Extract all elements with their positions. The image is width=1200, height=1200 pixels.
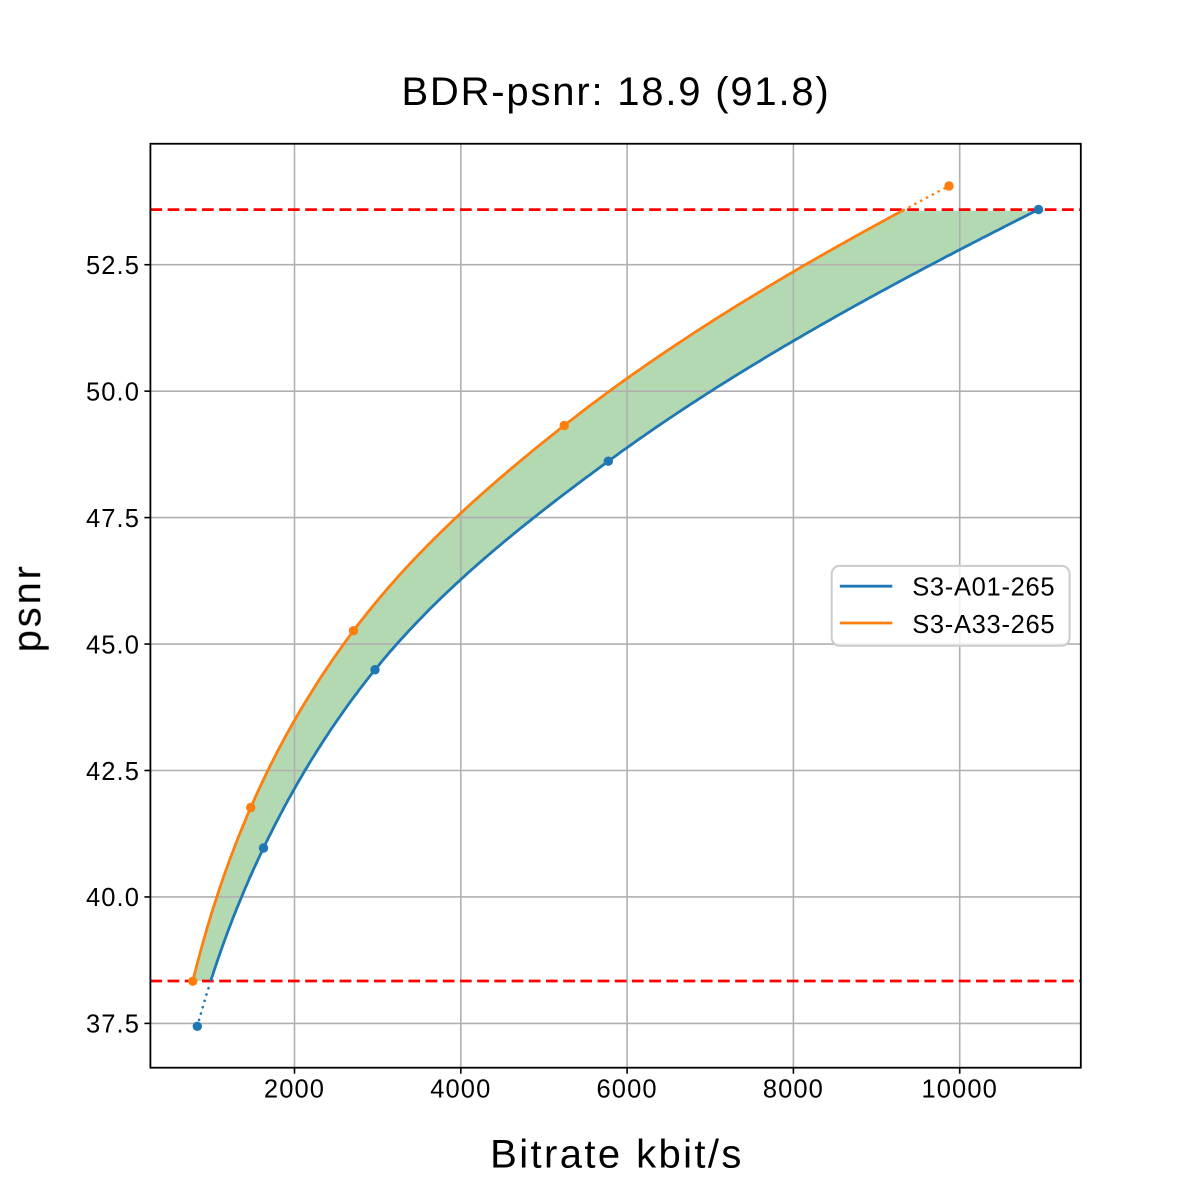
svg-text:40.0: 40.0 <box>86 884 140 912</box>
svg-text:8000: 8000 <box>763 1076 824 1104</box>
svg-text:BDR-psnr: 18.9 (91.8): BDR-psnr: 18.9 (91.8) <box>401 70 830 114</box>
svg-text:psnr: psnr <box>5 563 49 652</box>
svg-text:52.5: 52.5 <box>86 252 140 280</box>
svg-text:S3-A33-265: S3-A33-265 <box>912 611 1055 639</box>
svg-text:37.5: 37.5 <box>86 1011 140 1039</box>
svg-text:Bitrate kbit/s: Bitrate kbit/s <box>490 1132 744 1176</box>
svg-text:10000: 10000 <box>921 1076 997 1104</box>
svg-text:50.0: 50.0 <box>86 378 140 406</box>
svg-text:47.5: 47.5 <box>86 505 140 533</box>
svg-text:S3-A01-265: S3-A01-265 <box>912 574 1055 602</box>
svg-text:4000: 4000 <box>430 1076 491 1104</box>
svg-text:42.5: 42.5 <box>86 758 140 786</box>
svg-text:2000: 2000 <box>264 1076 325 1104</box>
svg-text:6000: 6000 <box>597 1076 658 1104</box>
svg-text:45.0: 45.0 <box>86 631 140 659</box>
